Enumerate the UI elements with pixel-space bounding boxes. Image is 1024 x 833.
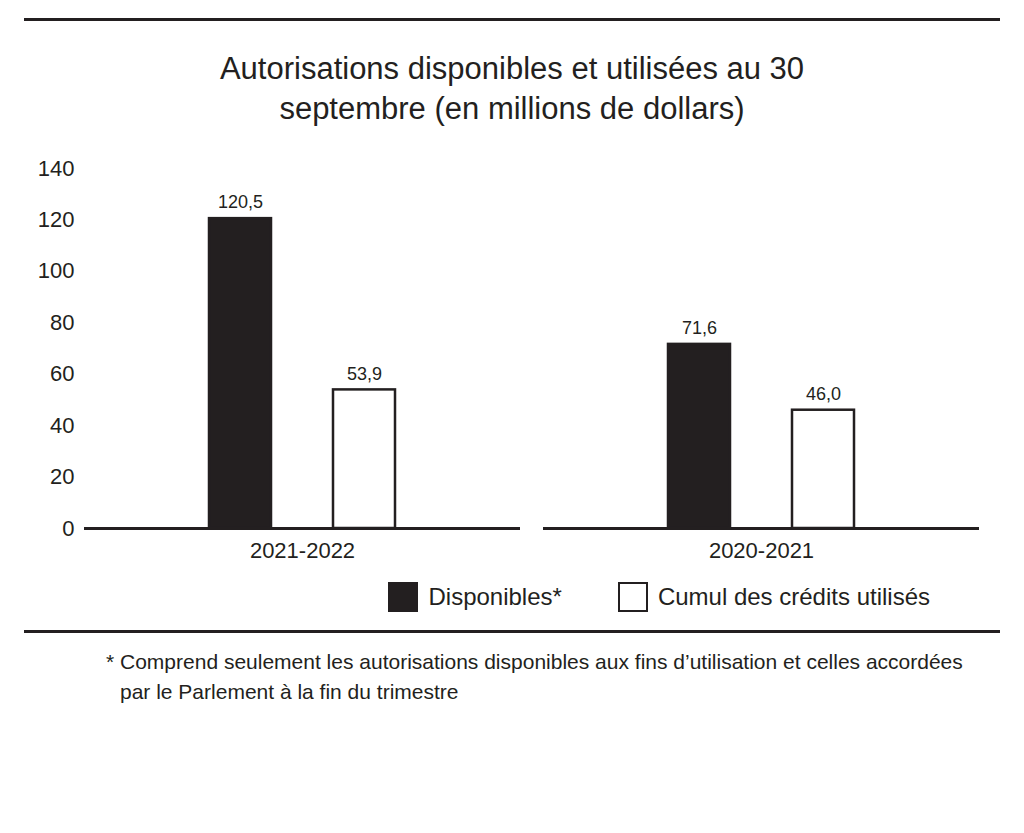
svg-text:2021-2022: 2021-2022 <box>250 538 355 563</box>
svg-text:80: 80 <box>50 309 74 334</box>
svg-text:0: 0 <box>62 515 74 540</box>
svg-text:71,6: 71,6 <box>682 318 717 338</box>
html-text:Cumul des crédits utilisés: Cumul des crédits utilisés <box>657 582 930 610</box>
svg-text:120,5: 120,5 <box>218 192 263 212</box>
html-text:Disponibles*: Disponibles* <box>428 582 562 610</box>
html-text:Autorisations disponibles et u: Autorisations disponibles et utilisées a… <box>219 51 805 127</box>
svg-text:120: 120 <box>38 207 75 232</box>
svg-text:100: 100 <box>38 258 75 283</box>
svg-text:60: 60 <box>50 361 74 386</box>
html-text:* Comprend seulement les autor: * Comprend seulement les autorisations d… <box>106 649 963 703</box>
svg-text:53,9: 53,9 <box>347 363 382 383</box>
svg-text:140: 140 <box>38 155 75 180</box>
svg-text:40: 40 <box>50 412 74 437</box>
svg-text:46,0: 46,0 <box>806 384 841 404</box>
svg-text:2020-2021: 2020-2021 <box>709 538 814 563</box>
svg-text:20: 20 <box>50 464 74 489</box>
